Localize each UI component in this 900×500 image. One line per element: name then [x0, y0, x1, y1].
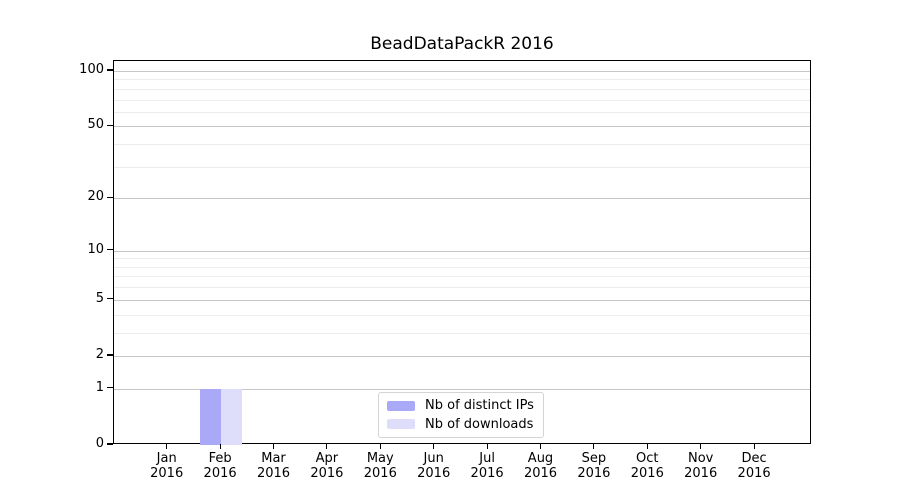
- x-tick-label: Jun 2016: [417, 451, 451, 481]
- major-gridline: [114, 70, 810, 72]
- major-gridline: [114, 355, 810, 357]
- x-tick-label: May 2016: [363, 451, 397, 481]
- minor-gridline: [114, 314, 810, 316]
- y-tick-mark: [107, 387, 113, 389]
- minor-gridline: [114, 287, 810, 289]
- minor-gridline: [114, 88, 810, 90]
- x-tick-label: Oct 2016: [630, 451, 664, 481]
- x-tick-mark: [646, 444, 648, 449]
- legend-item-downloads: Nb of downloads: [387, 417, 535, 432]
- x-tick-label: Jan 2016: [150, 451, 184, 481]
- x-tick-mark: [753, 444, 755, 449]
- x-tick-label: Mar 2016: [256, 451, 291, 481]
- x-tick-mark: [272, 444, 275, 449]
- x-tick-mark: [486, 444, 488, 449]
- y-tick-label: 1: [95, 379, 104, 395]
- x-tick-mark: [326, 444, 328, 449]
- x-tick-mark: [379, 444, 381, 449]
- minor-gridline: [114, 99, 810, 101]
- minor-gridline: [114, 79, 810, 81]
- minor-gridline: [114, 144, 810, 146]
- y-tick-mark: [107, 298, 113, 300]
- y-tick-label: 10: [87, 241, 104, 257]
- major-gridline: [114, 198, 810, 200]
- x-tick-label: Dec 2016: [737, 451, 771, 481]
- x-tick-mark: [166, 444, 168, 449]
- y-tick-mark: [107, 69, 113, 71]
- y-tick-label: 50: [87, 117, 104, 133]
- legend-label-downloads: Nb of downloads: [425, 416, 534, 432]
- x-tick-mark: [433, 444, 435, 449]
- legend: Nb of distinct IPs Nb of downloads: [378, 392, 544, 438]
- bar-distinct-ips: [200, 388, 222, 445]
- major-gridline: [114, 299, 810, 301]
- minor-gridline: [114, 258, 810, 260]
- x-tick-label: Feb 2016: [203, 451, 237, 481]
- y-tick-label: 100: [79, 61, 104, 77]
- minor-gridline: [114, 266, 810, 268]
- x-tick-label: Nov 2016: [684, 451, 718, 481]
- major-gridline: [114, 126, 810, 128]
- y-tick-mark: [107, 124, 113, 126]
- y-tick-label: 2: [95, 346, 104, 362]
- minor-gridline: [114, 276, 810, 278]
- legend-label-distinct-ips: Nb of distinct IPs: [425, 398, 534, 414]
- y-tick-label: 20: [87, 189, 104, 205]
- bar-downloads: [221, 388, 243, 445]
- minor-gridline: [114, 166, 810, 168]
- x-tick-mark: [539, 444, 542, 449]
- x-tick-mark: [219, 444, 221, 449]
- y-tick-label: 0: [95, 436, 104, 451]
- y-tick-mark: [107, 443, 113, 445]
- plot-area: [113, 60, 811, 445]
- minor-gridline: [114, 111, 810, 113]
- x-tick-label: Sep 2016: [577, 451, 611, 481]
- major-gridline: [114, 250, 810, 252]
- x-tick-label: Apr 2016: [310, 451, 344, 481]
- x-tick-label: Aug 2016: [523, 451, 558, 481]
- y-tick-mark: [107, 354, 113, 356]
- major-gridline: [114, 388, 810, 390]
- x-tick-mark: [700, 444, 702, 449]
- y-tick-label: 5: [95, 290, 104, 306]
- y-tick-mark: [107, 249, 113, 251]
- legend-swatch-downloads: [387, 419, 415, 430]
- legend-swatch-distinct-ips: [387, 400, 415, 411]
- x-tick-mark: [593, 444, 595, 449]
- y-tick-mark: [107, 196, 113, 198]
- minor-gridline: [114, 332, 810, 334]
- x-tick-label: Jul 2016: [470, 451, 504, 481]
- chart-title: BeadDataPackR 2016: [370, 34, 554, 54]
- legend-item-distinct-ips: Nb of distinct IPs: [387, 398, 535, 413]
